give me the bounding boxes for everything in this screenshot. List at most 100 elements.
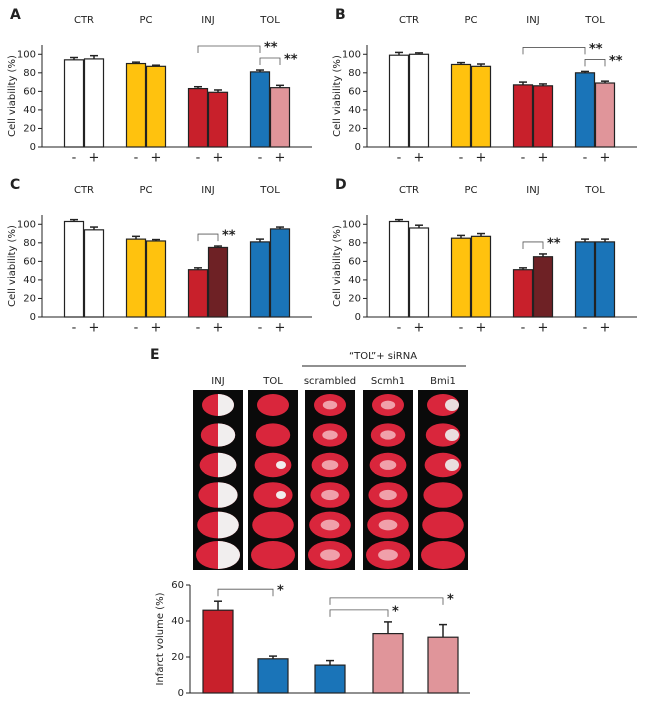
ventricle xyxy=(380,400,396,410)
y-tick-label: 60 xyxy=(23,86,36,97)
y-tick-label: 0 xyxy=(30,312,36,323)
bar xyxy=(388,220,410,318)
ventricle xyxy=(321,460,339,470)
bar xyxy=(269,228,291,318)
y-tick-label: 100 xyxy=(342,49,361,60)
group-label: INJ xyxy=(201,185,214,196)
bar xyxy=(427,636,459,694)
significance-bracket xyxy=(329,609,389,617)
group-label: TOL xyxy=(584,185,605,196)
infarct-area xyxy=(218,511,239,539)
panel-label: C xyxy=(10,177,20,193)
bar xyxy=(207,91,229,148)
photo-header: “TOL”+ siRNA xyxy=(349,351,417,362)
infarct-area xyxy=(276,491,286,499)
x-tick-label: + xyxy=(213,151,224,166)
significance-label: ** xyxy=(547,236,561,251)
brain-slice xyxy=(255,423,291,447)
brain-slice xyxy=(253,482,293,508)
bar xyxy=(594,82,616,148)
x-tick-label: + xyxy=(600,321,611,336)
y-tick-label: 80 xyxy=(23,238,36,249)
ventricle xyxy=(380,430,396,440)
x-tick-label: - xyxy=(521,321,526,336)
photo-column xyxy=(418,390,468,570)
photo-column xyxy=(363,390,413,570)
infarct-area xyxy=(445,429,459,441)
brain-slice xyxy=(422,511,464,539)
x-tick-label: - xyxy=(459,151,464,166)
bar xyxy=(450,63,472,148)
infarct-area xyxy=(218,394,234,416)
y-tick-label: 20 xyxy=(23,123,36,134)
y-tick-label: 100 xyxy=(342,219,361,230)
significance-label: ** xyxy=(284,53,298,68)
x-tick-label: + xyxy=(538,321,549,336)
bar xyxy=(145,240,167,318)
x-tick-label: - xyxy=(134,321,139,336)
y-tick-label: 40 xyxy=(23,275,36,286)
panel-label: D xyxy=(335,177,347,193)
ventricle xyxy=(378,519,398,531)
x-tick-label: + xyxy=(476,321,487,336)
bar xyxy=(63,59,85,148)
bar xyxy=(470,65,492,148)
x-tick-label: - xyxy=(196,321,201,336)
y-tick-label: 0 xyxy=(178,688,184,699)
bar xyxy=(125,238,147,318)
x-tick-label: + xyxy=(151,321,162,336)
x-tick-label: + xyxy=(538,151,549,166)
significance-bracket xyxy=(217,588,274,597)
x-tick-label: - xyxy=(196,151,201,166)
significance-bracket xyxy=(522,47,586,55)
x-tick-label: - xyxy=(72,321,77,336)
y-tick-label: 100 xyxy=(17,49,36,60)
bar xyxy=(594,241,616,318)
significance-label: * xyxy=(392,604,399,619)
x-tick-label: - xyxy=(397,151,402,166)
significance-label: * xyxy=(447,592,454,607)
ventricle xyxy=(320,519,340,531)
ventricle xyxy=(378,549,398,561)
y-tick-label: 40 xyxy=(348,105,361,116)
column-label: scrambled xyxy=(304,376,356,387)
x-tick-label: - xyxy=(397,321,402,336)
bar xyxy=(63,220,85,318)
y-tick-label: 20 xyxy=(348,123,361,134)
y-axis-label: Infarct volume (%) xyxy=(155,592,166,685)
brain-slice xyxy=(423,482,463,508)
group-label: INJ xyxy=(201,15,214,26)
x-tick-label: + xyxy=(275,151,286,166)
bar xyxy=(269,87,291,148)
x-tick-label: + xyxy=(213,321,224,336)
significance-bracket xyxy=(197,233,219,242)
significance-bracket xyxy=(522,241,544,249)
infarct-area xyxy=(218,452,237,478)
significance-label: ** xyxy=(222,229,236,244)
infarct-area xyxy=(445,459,459,471)
y-tick-label: 60 xyxy=(348,256,361,267)
column-label: Scmh1 xyxy=(371,376,405,387)
bar xyxy=(249,71,271,148)
x-tick-label: + xyxy=(89,151,100,166)
y-tick-label: 60 xyxy=(171,580,184,591)
x-tick-label: - xyxy=(583,151,588,166)
bar xyxy=(83,229,105,318)
brain-slice xyxy=(254,452,292,478)
group-label: CTR xyxy=(399,15,419,26)
column-label: Bmi1 xyxy=(430,376,456,387)
brain-slice xyxy=(252,511,294,539)
panel-label: E xyxy=(150,347,160,363)
brain-slice xyxy=(421,541,465,569)
x-tick-label: - xyxy=(72,151,77,166)
bar xyxy=(207,246,229,318)
y-axis-label: Cell viability (%) xyxy=(7,225,18,307)
column-label: INJ xyxy=(211,376,224,387)
significance-label: ** xyxy=(609,54,623,69)
bar xyxy=(450,237,472,318)
group-label: CTR xyxy=(74,15,94,26)
infarct-area xyxy=(445,399,459,411)
bar xyxy=(187,87,209,148)
x-tick-label: - xyxy=(583,321,588,336)
photo-column xyxy=(305,390,355,570)
